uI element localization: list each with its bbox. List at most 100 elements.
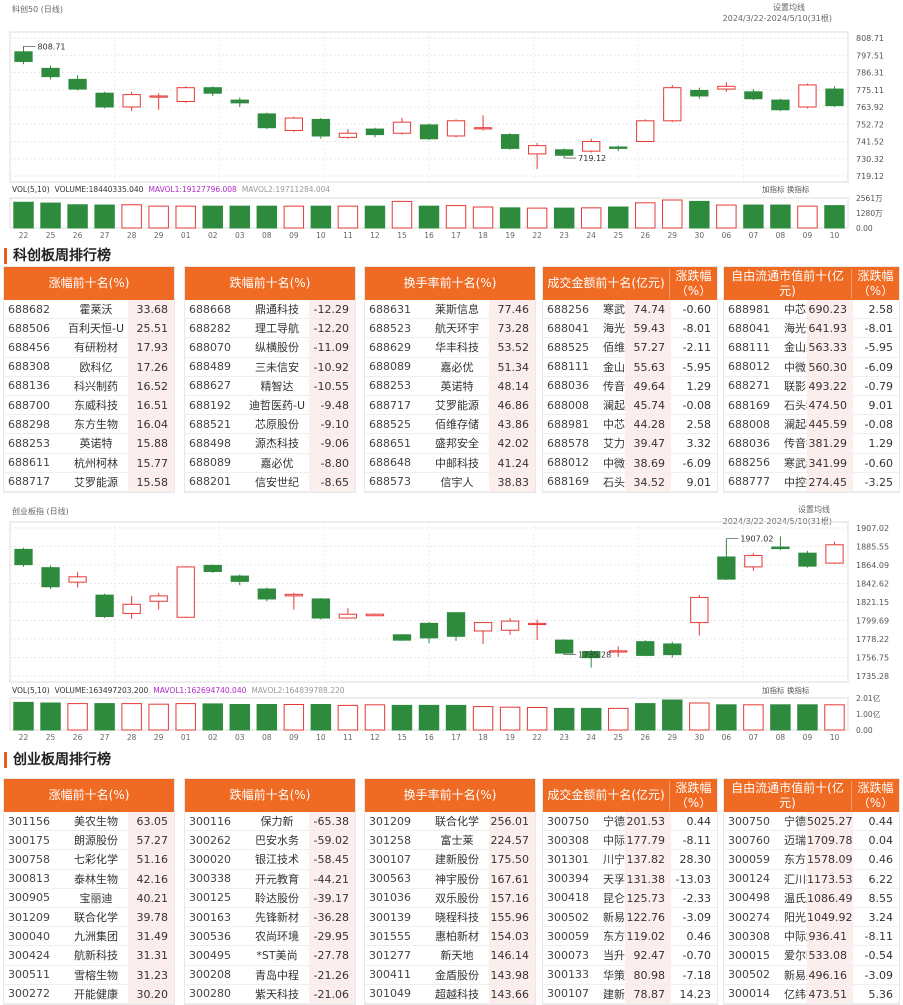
table-row[interactable]: 300262 巴安水务 -59.02 bbox=[185, 831, 355, 851]
table-row[interactable]: 688525 佰维存储 43.86 bbox=[365, 415, 535, 435]
table-row[interactable]: 688521 芯原股份 -9.10 bbox=[185, 415, 355, 435]
table-row[interactable]: 688578 艾力斯39.47 3.32 bbox=[543, 434, 717, 454]
table-row[interactable]: 688506 百利天恒-U 25.51 bbox=[4, 319, 174, 339]
table-row[interactable]: 300059 东方财富1578.09 0.46 bbox=[724, 850, 899, 870]
table-row[interactable]: 688668 鼎通科技 -12.29 bbox=[185, 300, 355, 320]
table-row[interactable]: 688308 欧科亿 17.26 bbox=[4, 357, 174, 377]
table-row[interactable]: 300163 先锋新材 -36.28 bbox=[185, 907, 355, 928]
table-row[interactable]: 300133 华策影视80.98 -7.18 bbox=[543, 965, 717, 985]
table-row[interactable]: 688201 信安世纪 -8.65 bbox=[185, 472, 355, 492]
table-row[interactable]: 300905 宝丽迪 40.21 bbox=[4, 888, 174, 908]
table-row[interactable]: 688111 金山办公563.33 -5.95 bbox=[724, 338, 899, 358]
cy-settings-button[interactable]: 设置均线 bbox=[798, 504, 830, 514]
table-row[interactable]: 688981 中芯国际44.28 2.58 bbox=[543, 415, 717, 435]
table-row[interactable]: 688041 海光信息59.43 -8.01 bbox=[543, 319, 717, 339]
table-row[interactable]: 301049 超越科技 143.66 bbox=[365, 984, 535, 1004]
table-row[interactable]: 300073 当升科技92.47 -0.70 bbox=[543, 946, 717, 966]
table-row[interactable]: 300107 建新股份78.87 14.23 bbox=[543, 984, 717, 1004]
table-row[interactable]: 301301 川宁生物137.82 28.30 bbox=[543, 850, 717, 870]
table-row[interactable]: 688256 寒武纪-U341.99 -0.60 bbox=[724, 453, 899, 473]
table-row[interactable]: 301209 联合化学 256.01 bbox=[365, 812, 535, 832]
table-row[interactable]: 688631 莱斯信息 77.46 bbox=[365, 300, 535, 320]
cy-kline-chart[interactable]: 创业板指 (日线) 设置均线 2024/3/22-2024/5/10(31根) … bbox=[0, 500, 903, 740]
table-row[interactable]: 688682 霍莱沃 33.68 bbox=[4, 300, 174, 320]
table-row[interactable]: 300536 农尚环境 -29.95 bbox=[185, 927, 355, 947]
table-row[interactable]: 300020 银江技术 -58.45 bbox=[185, 850, 355, 870]
kc-settings-button[interactable]: 设置均线 bbox=[773, 2, 805, 12]
table-row[interactable]: 688627 精智达 -10.55 bbox=[185, 376, 355, 396]
table-row[interactable]: 301555 惠柏新材 154.03 bbox=[365, 927, 535, 947]
table-row[interactable]: 688525 佰维存储57.27 -2.11 bbox=[543, 338, 717, 358]
table-row[interactable]: 688253 英诺特 15.88 bbox=[4, 434, 174, 454]
table-row[interactable]: 300308 中际旭创936.41 -8.11 bbox=[724, 927, 899, 947]
table-row[interactable]: 301209 联合化学 39.78 bbox=[4, 907, 174, 928]
table-row[interactable]: 688036 传音控股381.29 1.29 bbox=[724, 434, 899, 454]
table-row[interactable]: 300495 *ST美尚 -27.78 bbox=[185, 946, 355, 966]
table-row[interactable]: 300563 神宇股份 167.61 bbox=[365, 869, 535, 889]
table-row[interactable]: 300059 东方财富119.02 0.46 bbox=[543, 927, 717, 947]
table-row[interactable]: 688008 澜起科技45.74 -0.08 bbox=[543, 395, 717, 416]
table-row[interactable]: 300280 紫天科技 -21.06 bbox=[185, 984, 355, 1004]
table-row[interactable]: 688298 东方生物 16.04 bbox=[4, 415, 174, 435]
table-row[interactable]: 688271 联影医疗493.22 -0.79 bbox=[724, 376, 899, 396]
table-row[interactable]: 688008 澜起科技445.59 -0.08 bbox=[724, 415, 899, 435]
table-row[interactable]: 688700 东威科技 16.51 bbox=[4, 395, 174, 416]
table-row[interactable]: 300424 航新科技 31.31 bbox=[4, 946, 174, 966]
table-row[interactable]: 688282 理工导航 -12.20 bbox=[185, 319, 355, 339]
table-row[interactable]: 688717 艾罗能源 46.86 bbox=[365, 395, 535, 416]
kc-indicator-buttons[interactable]: 加指标 换指标 bbox=[762, 184, 810, 194]
table-row[interactable]: 688111 金山办公55.63 -5.95 bbox=[543, 357, 717, 377]
table-row[interactable]: 688498 源杰科技 -9.06 bbox=[185, 434, 355, 454]
table-row[interactable]: 688192 迪哲医药-U -9.48 bbox=[185, 395, 355, 416]
table-row[interactable]: 300750 宁德时代5025.27 0.44 bbox=[724, 812, 899, 832]
table-row[interactable]: 688089 嘉必优 -8.80 bbox=[185, 453, 355, 473]
table-row[interactable]: 688981 中芯国际690.23 2.58 bbox=[724, 300, 899, 320]
table-row[interactable]: 688041 海光信息641.93 -8.01 bbox=[724, 319, 899, 339]
table-row[interactable]: 300418 昆仑万维125.73 -2.33 bbox=[543, 888, 717, 908]
table-row[interactable]: 688169 石头科技474.50 9.01 bbox=[724, 395, 899, 416]
table-row[interactable]: 300502 新易盛122.76 -3.09 bbox=[543, 907, 717, 928]
table-row[interactable]: 688256 寒武纪-U74.74 -0.60 bbox=[543, 300, 717, 320]
kc-kline-chart[interactable]: 科创50 (日线) 设置均线 2024/3/22-2024/5/10(31根) … bbox=[0, 0, 903, 240]
table-row[interactable]: 688070 纵横股份 -11.09 bbox=[185, 338, 355, 358]
table-row[interactable]: 300107 建新股份 175.50 bbox=[365, 850, 535, 870]
table-row[interactable]: 688489 三未信安 -10.92 bbox=[185, 357, 355, 377]
table-row[interactable]: 300758 七彩化学 51.16 bbox=[4, 850, 174, 870]
table-row[interactable]: 301036 双乐股份 157.16 bbox=[365, 888, 535, 908]
cy-indicator-buttons[interactable]: 加指标 换指标 bbox=[762, 685, 810, 695]
table-row[interactable]: 300208 青岛中程 -21.26 bbox=[185, 965, 355, 985]
table-row[interactable]: 688523 航天环宇 73.28 bbox=[365, 319, 535, 339]
table-row[interactable]: 300498 温氏股份1086.49 8.55 bbox=[724, 888, 899, 908]
table-row[interactable]: 688036 传音控股49.64 1.29 bbox=[543, 376, 717, 396]
table-row[interactable]: 688012 中微公司560.30 -6.09 bbox=[724, 357, 899, 377]
table-row[interactable]: 300116 保力新 -65.38 bbox=[185, 812, 355, 832]
table-row[interactable]: 688253 英诺特 48.14 bbox=[365, 376, 535, 396]
table-row[interactable]: 688717 艾罗能源 15.58 bbox=[4, 472, 174, 492]
table-row[interactable]: 301156 美农生物 63.05 bbox=[4, 812, 174, 832]
table-row[interactable]: 300511 雪榕生物 31.23 bbox=[4, 965, 174, 985]
table-row[interactable]: 688573 信宇人 38.83 bbox=[365, 472, 535, 492]
table-row[interactable]: 300015 爱尔眼科533.08 -0.54 bbox=[724, 946, 899, 966]
table-row[interactable]: 688648 中邮科技 41.24 bbox=[365, 453, 535, 473]
table-row[interactable]: 688777 中控技术274.45 -3.25 bbox=[724, 472, 899, 492]
table-row[interactable]: 300175 朗源股份 57.27 bbox=[4, 831, 174, 851]
table-row[interactable]: 300502 新易盛496.16 -3.09 bbox=[724, 965, 899, 985]
table-row[interactable]: 688136 科兴制药 16.52 bbox=[4, 376, 174, 396]
table-row[interactable]: 300394 天孚通信131.38 -13.03 bbox=[543, 869, 717, 889]
table-row[interactable]: 301277 新天地 146.14 bbox=[365, 946, 535, 966]
table-row[interactable]: 300813 泰林生物 42.16 bbox=[4, 869, 174, 889]
table-row[interactable]: 300272 开能健康 30.20 bbox=[4, 984, 174, 1004]
table-row[interactable]: 300274 阳光电源1049.92 3.24 bbox=[724, 907, 899, 928]
table-row[interactable]: 300040 九洲集团 31.49 bbox=[4, 927, 174, 947]
table-row[interactable]: 688456 有研粉材 17.93 bbox=[4, 338, 174, 358]
table-row[interactable]: 300125 聆达股份 -39.17 bbox=[185, 888, 355, 908]
table-row[interactable]: 300014 亿纬锂能473.51 5.36 bbox=[724, 984, 899, 1004]
table-row[interactable]: 300139 晓程科技 155.96 bbox=[365, 907, 535, 928]
table-row[interactable]: 300124 汇川技术1173.53 6.22 bbox=[724, 869, 899, 889]
table-row[interactable]: 688629 华丰科技 53.52 bbox=[365, 338, 535, 358]
table-row[interactable]: 300308 中际旭创177.79 -8.11 bbox=[543, 831, 717, 851]
table-row[interactable]: 688169 石头科技34.52 9.01 bbox=[543, 472, 717, 492]
table-row[interactable]: 300760 迈瑞医疗1709.78 0.04 bbox=[724, 831, 899, 851]
table-row[interactable]: 688651 盛邦安全 42.02 bbox=[365, 434, 535, 454]
table-row[interactable]: 300411 金盾股份 143.98 bbox=[365, 965, 535, 985]
